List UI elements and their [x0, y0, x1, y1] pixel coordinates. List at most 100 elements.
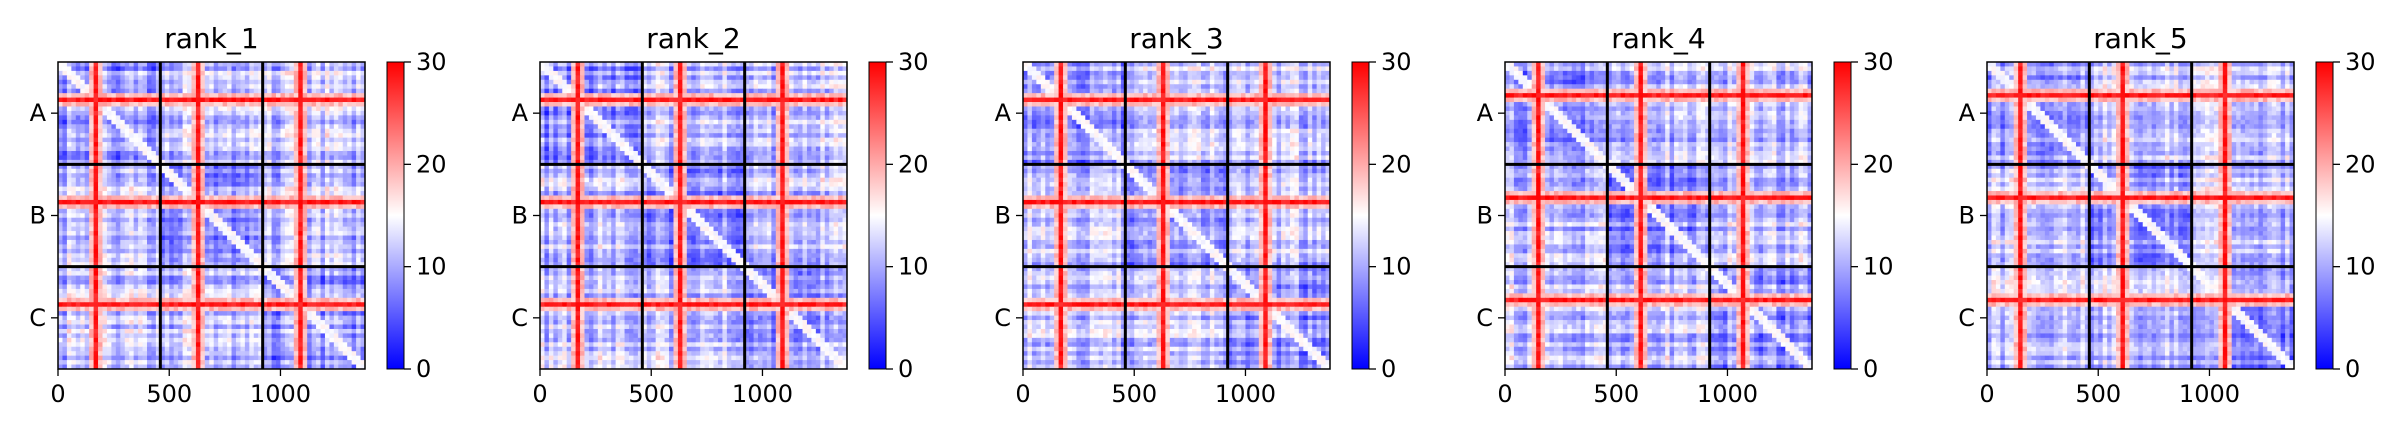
heatmap-cell	[205, 320, 210, 325]
heatmap-cell	[334, 191, 339, 196]
heatmap-cell	[352, 342, 357, 347]
heatmap-cell	[338, 218, 343, 223]
heatmap-cell	[196, 342, 201, 347]
heatmap-cell	[138, 347, 143, 352]
heatmap-cell	[307, 75, 312, 80]
heatmap-cell	[116, 280, 121, 285]
heatmap-cell	[147, 227, 152, 232]
heatmap-cell	[111, 320, 116, 325]
heatmap-cell	[232, 178, 237, 183]
heatmap-cell	[352, 182, 357, 187]
heatmap-cell	[329, 169, 334, 174]
heatmap-cell	[134, 129, 139, 134]
heatmap-cell	[298, 89, 303, 94]
heatmap-cell	[334, 93, 339, 98]
heatmap-cell	[205, 129, 210, 134]
heatmap-cell	[76, 227, 81, 232]
heatmap-cell	[129, 329, 134, 334]
heatmap-cell	[227, 258, 232, 263]
heatmap-cell	[223, 191, 228, 196]
heatmap-cell	[544, 66, 549, 71]
heatmap-cell	[116, 342, 121, 347]
heatmap-cell	[191, 302, 196, 307]
heatmap-cell	[107, 289, 112, 294]
heatmap-cell	[338, 93, 343, 98]
heatmap-cell	[165, 249, 170, 254]
heatmap-cell	[209, 240, 214, 245]
heatmap-cell	[214, 311, 219, 316]
heatmap-cell	[280, 66, 285, 71]
heatmap-cell	[249, 329, 254, 334]
heatmap-cell	[267, 249, 272, 254]
heatmap-cell	[120, 80, 125, 85]
heatmap-cell	[98, 307, 103, 312]
heatmap-cell	[356, 111, 361, 116]
heatmap-cell	[321, 93, 326, 98]
heatmap-cell	[343, 80, 348, 85]
heatmap-cell	[236, 98, 241, 103]
heatmap-cell	[276, 360, 281, 365]
heatmap-cell	[227, 325, 232, 330]
heatmap-cell	[102, 115, 107, 120]
heatmap-cell	[267, 200, 272, 205]
heatmap-cell	[76, 333, 81, 338]
heatmap-cell	[289, 195, 294, 200]
heatmap-cell	[338, 124, 343, 129]
heatmap-cell	[272, 311, 277, 316]
heatmap-cell	[169, 213, 174, 218]
heatmap-cell	[76, 302, 81, 307]
heatmap-cell	[200, 102, 205, 107]
heatmap-cell	[165, 80, 170, 85]
heatmap-cell	[89, 218, 94, 223]
heatmap-cell	[352, 124, 357, 129]
heatmap-cell	[183, 236, 188, 241]
heatmap-cell	[334, 338, 339, 343]
heatmap-cell	[312, 133, 317, 138]
heatmap-cell	[120, 169, 125, 174]
heatmap-cell	[67, 284, 72, 289]
heatmap-cell	[178, 151, 183, 156]
heatmap-cell	[120, 200, 125, 205]
heatmap-cell	[347, 329, 352, 334]
heatmap-cell	[223, 280, 228, 285]
heatmap-cell	[236, 93, 241, 98]
heatmap-cell	[200, 71, 205, 76]
heatmap-cell	[651, 71, 656, 76]
heatmap-cell	[294, 155, 299, 160]
heatmap-cell	[285, 209, 290, 214]
heatmap-cell	[183, 93, 188, 98]
heatmap-cell	[178, 111, 183, 116]
heatmap-cell	[223, 213, 228, 218]
heatmap-cell	[598, 71, 603, 76]
heatmap-cell	[321, 244, 326, 249]
heatmap-cell	[303, 329, 308, 334]
heatmap-cell	[312, 178, 317, 183]
heatmap-cell	[347, 155, 352, 160]
heatmap-cell	[209, 80, 214, 85]
heatmap-cell	[107, 347, 112, 352]
heatmap-cell	[338, 200, 343, 205]
heatmap-cell	[98, 151, 103, 156]
heatmap-cell	[169, 240, 174, 245]
heatmap-cell	[205, 236, 210, 241]
heatmap-cell	[352, 142, 357, 147]
heatmap-cell	[129, 338, 134, 343]
heatmap-cell	[138, 293, 143, 298]
heatmap-cell	[312, 75, 317, 80]
heatmap-cell	[249, 120, 254, 125]
heatmap-cell	[303, 276, 308, 281]
heatmap-cell	[134, 338, 139, 343]
heatmap-cell	[254, 351, 259, 356]
heatmap-cell	[356, 302, 361, 307]
heatmap-cell	[169, 102, 174, 107]
heatmap-cell	[232, 280, 237, 285]
heatmap-cell	[303, 71, 308, 76]
heatmap-cell	[352, 84, 357, 89]
heatmap-cell	[125, 111, 130, 116]
heatmap-cell	[321, 209, 326, 214]
heatmap-cell	[236, 115, 241, 120]
heatmap-cell	[771, 66, 776, 71]
heatmap-cell	[76, 93, 81, 98]
heatmap-cell	[102, 231, 107, 236]
heatmap-cell	[134, 71, 139, 76]
